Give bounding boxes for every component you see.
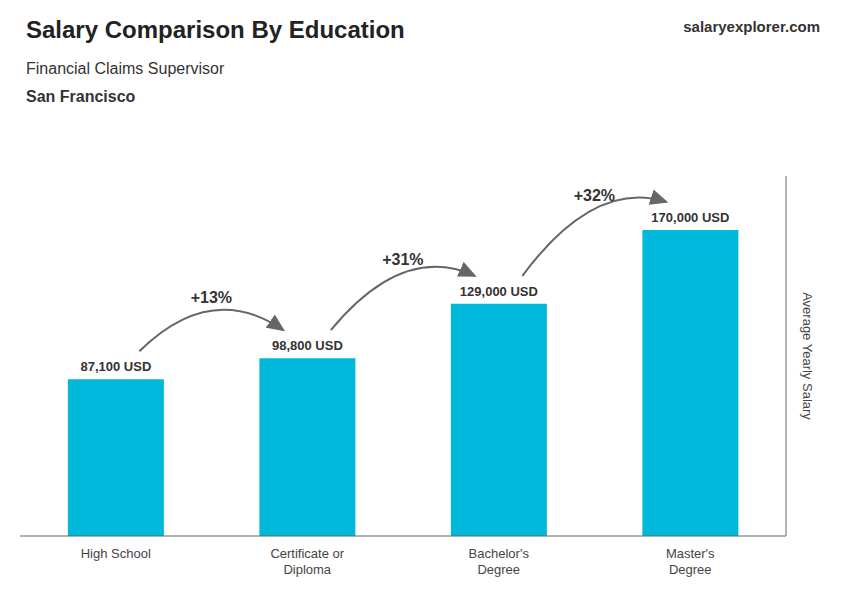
html-text:salary explorer.com: salary explorer.com (683, 18, 820, 35)
svg-text:170,000 USD: 170,000 USD (651, 210, 729, 225)
svg-text:+13%: +13% (191, 289, 232, 306)
svg-text:129,000 USD: 129,000 USD (460, 284, 538, 299)
svg-text:Average Yearly Salary: Average Yearly Salary (800, 292, 815, 420)
svg-text:98,800 USD: 98,800 USD (272, 338, 343, 353)
svg-text:87,100 USD: 87,100 USD (80, 359, 151, 374)
html-text:Financial Claims Supervisor: Financial Claims Supervisor (26, 60, 225, 77)
svg-text:+31%: +31% (382, 251, 423, 268)
svg-text:Bachelor'sDegree: Bachelor'sDegree (469, 546, 530, 577)
svg-text:High School: High School (81, 546, 151, 561)
svg-text:Certificate orDiploma: Certificate orDiploma (270, 546, 344, 577)
svg-text:Master'sDegree: Master'sDegree (666, 546, 715, 577)
svg-text:+32%: +32% (574, 187, 615, 204)
html-text:San Francisco: San Francisco (26, 88, 136, 105)
html-text:Salary Comparison By Education: Salary Comparison By Education (26, 16, 405, 43)
